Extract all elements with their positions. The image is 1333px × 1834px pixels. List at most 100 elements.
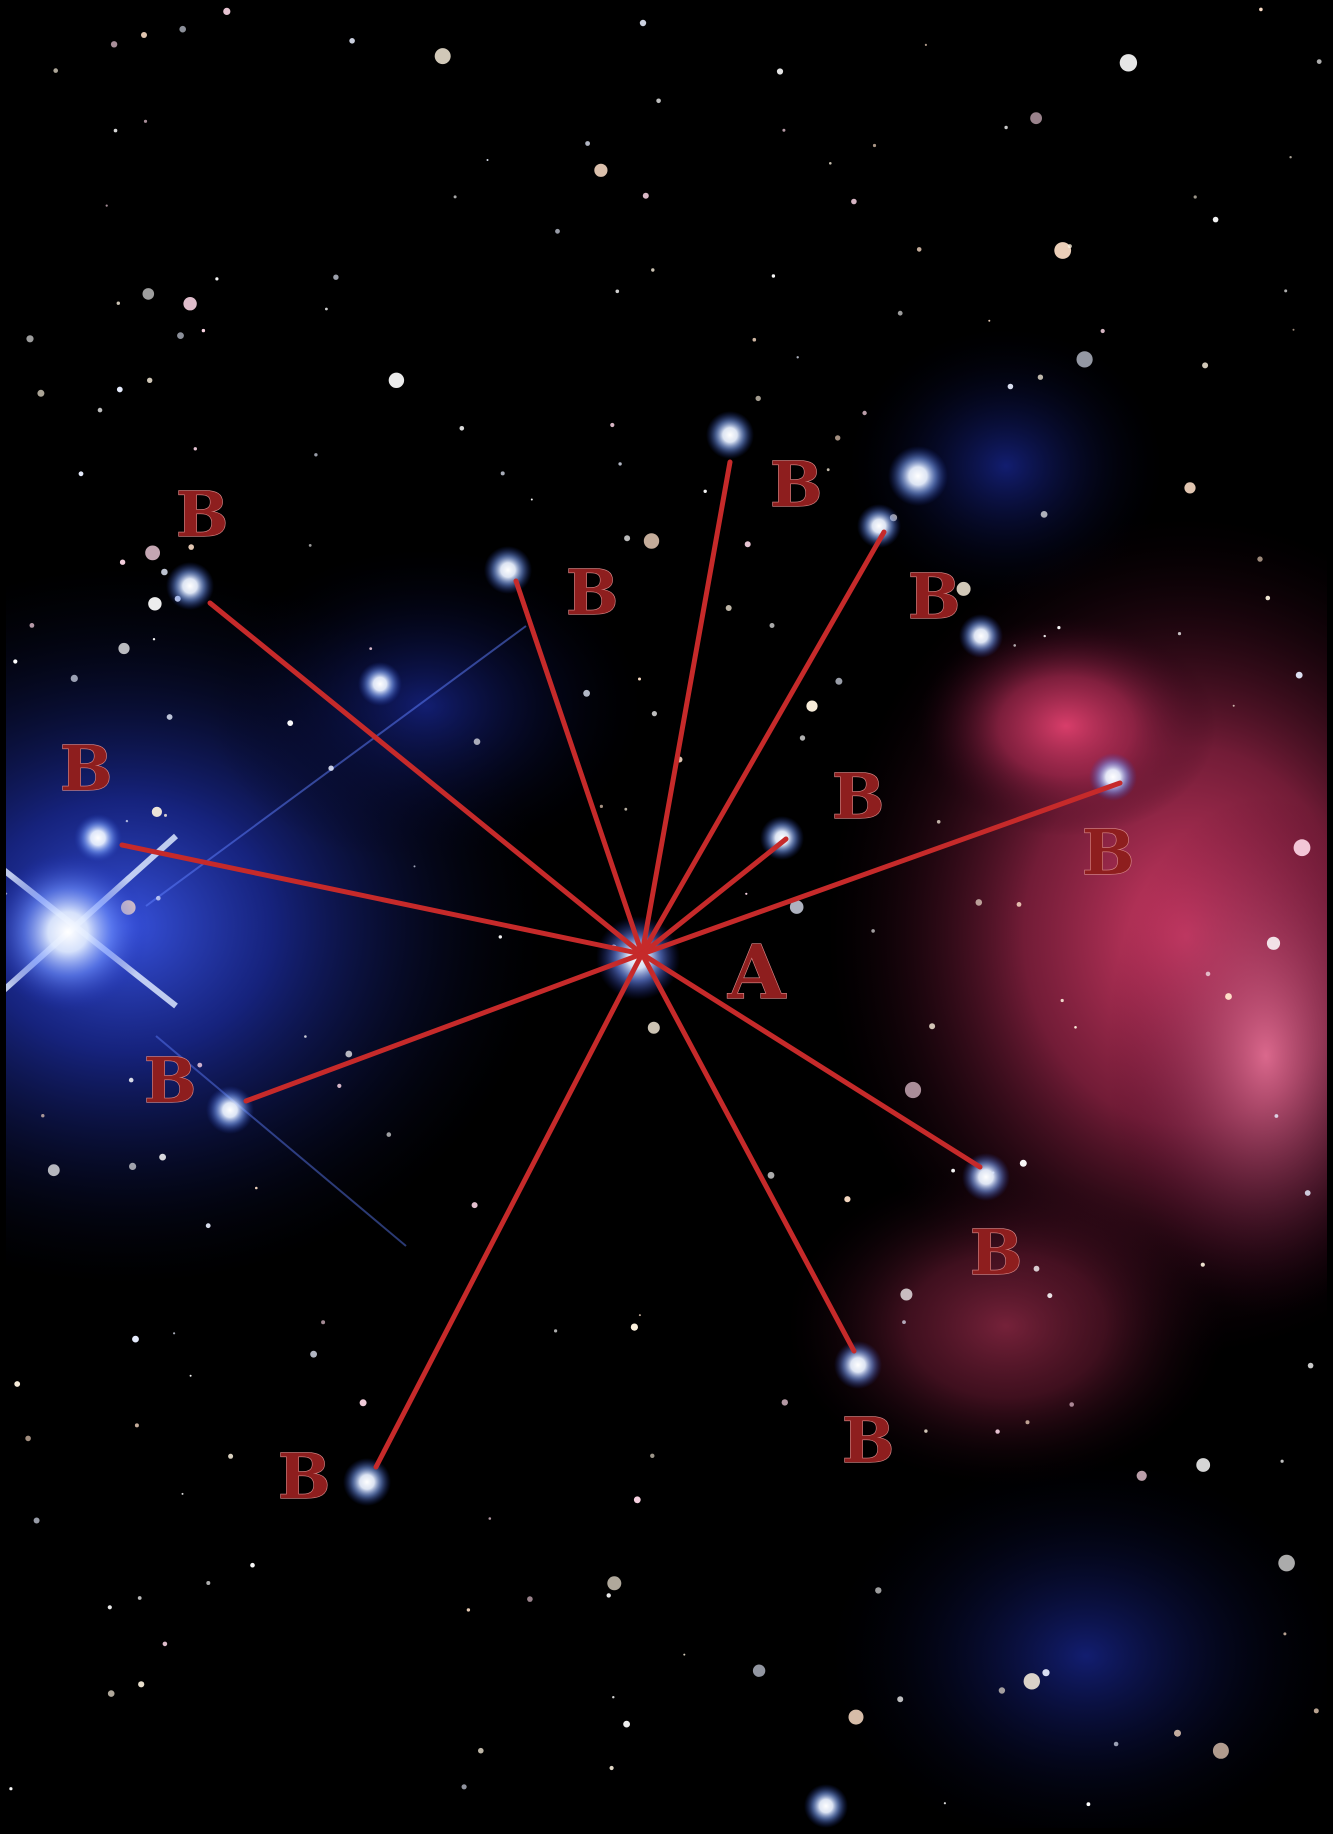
background-star [995,1429,1000,1434]
background-star [1076,351,1093,368]
star-b [834,1341,882,1389]
background-star [13,659,18,664]
background-star [624,807,628,811]
nebula-layer [6,326,1327,1828]
label-b: B [842,1404,894,1477]
background-star [555,228,560,234]
background-star [9,1787,13,1791]
background-star [1113,1741,1119,1747]
background-star [41,1114,45,1118]
background-star [624,535,631,542]
background-star [755,395,761,402]
background-star [639,19,647,27]
background-star [152,638,156,641]
background-star [651,711,658,717]
background-star [1265,595,1271,601]
background-star [936,820,941,824]
background-star [138,1681,145,1688]
background-star [164,813,167,817]
background-star [647,1021,660,1034]
background-star [1295,671,1303,679]
background-star [25,1435,31,1442]
background-star [466,1608,471,1612]
background-star [413,865,416,868]
star-b [166,562,214,610]
label-b: B [176,478,228,551]
background-star [181,1492,184,1495]
background-star [1174,1729,1181,1737]
background-star [132,1335,139,1343]
background-star [308,544,312,547]
background-star [223,7,231,15]
background-star [314,453,318,457]
background-star [1259,7,1263,12]
connection-line [639,459,733,957]
background-star [1054,242,1072,259]
background-star [193,447,197,451]
background-star [147,377,153,383]
connection-line [207,600,645,957]
background-star [478,1747,484,1754]
background-star [250,1562,255,1568]
background-star [473,738,481,745]
background-star [128,1077,134,1083]
background-star [53,68,58,73]
background-star [134,1423,139,1428]
background-star [1007,383,1014,390]
background-star [188,544,194,550]
connection-line [639,780,1123,957]
labels: A B B B B B B B B B B B [59,447,1135,1513]
background-star [328,765,334,771]
background-star [1047,1293,1053,1299]
background-star [1016,902,1022,907]
background-star [1304,1190,1311,1196]
background-star [1100,328,1105,334]
background-star [826,468,830,472]
background-star [189,1374,192,1377]
star-b [706,411,754,459]
background-star [486,159,489,161]
background-star [137,1596,142,1600]
background-star [594,163,608,177]
star-b [484,546,532,594]
background-star [116,386,123,393]
background-star [781,1399,788,1406]
background-star [141,32,147,38]
background-star [1225,993,1232,1000]
background-star [1030,112,1042,125]
background-star [1232,704,1235,707]
background-star [304,1035,307,1038]
background-star [1202,362,1209,369]
background-star [310,1350,317,1358]
background-star [1004,125,1008,130]
background-star [643,533,660,549]
background-star [386,1132,392,1137]
background-star [623,1720,630,1728]
background-star [656,98,661,104]
background-star [177,332,184,339]
background-star [633,1496,641,1504]
connection-line [373,951,645,1470]
background-star [835,435,841,441]
background-star [159,1153,167,1161]
background-star [459,426,465,431]
background-star [530,498,533,501]
background-star [897,1696,904,1703]
label-a: A [727,930,787,1016]
background-star [1316,59,1322,64]
background-star [145,545,161,561]
background-star [554,1329,558,1333]
label-b: B [60,732,112,805]
background-star [609,1765,614,1771]
background-star [638,677,641,681]
background-star [1067,244,1072,249]
star-blue [959,614,1003,658]
connection-line [513,578,645,957]
background-star [607,1576,622,1591]
background-star [197,1062,203,1068]
background-star [345,1050,353,1058]
background-star [1307,1362,1314,1369]
background-star [151,806,162,818]
background-star [583,689,590,697]
background-star [745,892,748,895]
